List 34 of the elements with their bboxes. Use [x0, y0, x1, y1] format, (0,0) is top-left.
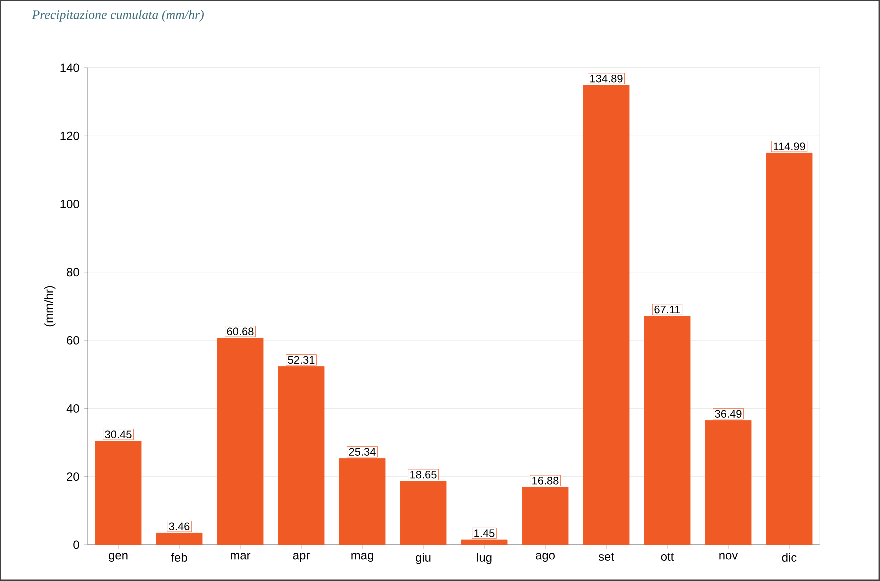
x-tick-label: lug	[477, 553, 492, 564]
x-tick-label: feb	[171, 553, 188, 562]
data-label: 25.34	[349, 448, 376, 456]
data-label: 1.45	[474, 530, 495, 538]
x-tick-label: gen	[109, 553, 128, 562]
y-tick-label: 140	[60, 64, 80, 72]
y-tick-label: 0	[74, 540, 80, 550]
data-label: 16.88	[532, 477, 559, 485]
y-tick-label: 20	[67, 472, 80, 482]
data-label: 36.49	[715, 410, 742, 418]
x-tick-label: set	[598, 553, 614, 562]
data-label: 3.46	[169, 522, 190, 530]
x-tick-label: nov	[720, 553, 738, 560]
chart-title: Precipitazione cumulata (mm/hr)	[32, 10, 204, 22]
x-tick-label: mar	[231, 553, 251, 560]
y-tick-label: 100	[60, 200, 80, 208]
y-tick-label: 80	[67, 268, 80, 277]
x-tick-label: giu	[416, 553, 431, 564]
y-tick-label: 40	[66, 404, 80, 413]
x-tick-label: dic	[782, 553, 797, 562]
y-axis-title: (mm/hr)	[44, 286, 56, 327]
x-tick-label: ott	[661, 553, 674, 562]
data-label: 18.65	[410, 470, 437, 479]
data-label: 134.89	[590, 74, 623, 83]
data-label: 114.99	[774, 142, 806, 150]
y-tick-label: 120	[60, 132, 80, 140]
data-label: 30.45	[105, 430, 132, 439]
data-label: 67.11	[654, 306, 680, 314]
x-tick-label: ago	[536, 553, 555, 562]
data-label: 60.68	[227, 328, 254, 336]
x-tick-label: apr	[293, 553, 310, 562]
x-tick-label: mag	[352, 553, 374, 562]
y-tick-label: 60	[67, 336, 80, 345]
data-label: 52.31	[288, 356, 315, 364]
